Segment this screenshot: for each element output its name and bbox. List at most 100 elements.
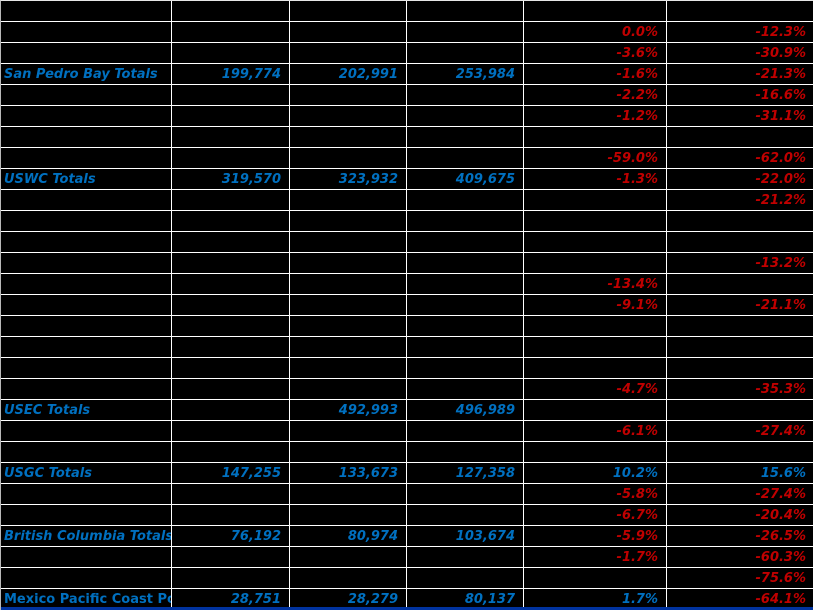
empty-cell[interactable] (290, 1, 407, 21)
empty-cell[interactable] (290, 442, 407, 462)
empty-cell[interactable] (1, 1, 172, 21)
empty-cell[interactable] (667, 274, 813, 294)
empty-cell[interactable] (407, 547, 524, 567)
row-label-cell[interactable]: British Columbia Totals (1, 526, 172, 546)
empty-cell[interactable] (1, 232, 172, 252)
empty-cell[interactable] (407, 379, 524, 399)
percent-cell[interactable]: -27.4% (755, 486, 807, 502)
row-label-cell[interactable]: USEC Totals (1, 400, 172, 420)
empty-cell[interactable] (1, 379, 172, 399)
empty-cell[interactable] (667, 1, 813, 21)
empty-cell[interactable] (407, 253, 524, 273)
percent-cell[interactable]: -6.7% (524, 505, 667, 525)
empty-cell[interactable] (407, 127, 524, 147)
empty-cell[interactable] (407, 442, 524, 462)
empty-cell[interactable] (1, 484, 172, 504)
empty-cell[interactable] (172, 484, 290, 504)
empty-cell[interactable] (407, 190, 524, 210)
percent-cell[interactable]: 15.6% (760, 465, 806, 481)
percent-cell[interactable]: 1.7% (524, 589, 667, 609)
empty-cell[interactable] (172, 127, 290, 147)
empty-cell[interactable] (172, 547, 290, 567)
empty-cell[interactable] (172, 106, 290, 126)
empty-cell[interactable] (172, 43, 290, 63)
empty-cell[interactable] (407, 43, 524, 63)
percent-cell[interactable]: -30.9% (755, 45, 807, 61)
value-cell[interactable]: 202,991 (290, 64, 407, 84)
value-cell[interactable]: 76,192 (172, 526, 290, 546)
empty-cell[interactable] (1, 316, 172, 336)
percent-cell[interactable]: -60.3% (755, 549, 807, 565)
empty-cell[interactable] (407, 22, 524, 42)
empty-cell[interactable] (172, 295, 290, 315)
empty-cell[interactable] (1, 190, 172, 210)
percent-cell[interactable]: -21.2% (755, 192, 807, 208)
percent-cell[interactable]: -9.1% (524, 295, 667, 315)
empty-cell[interactable] (524, 442, 667, 462)
empty-cell[interactable] (290, 85, 407, 105)
empty-cell[interactable] (290, 211, 407, 231)
empty-cell[interactable] (667, 358, 813, 378)
percent-cell[interactable]: -13.4% (524, 274, 667, 294)
empty-cell[interactable] (1, 127, 172, 147)
percent-cell[interactable]: -22.0% (755, 171, 807, 187)
empty-cell[interactable] (290, 148, 407, 168)
value-cell[interactable]: 409,675 (407, 169, 524, 189)
empty-cell[interactable] (407, 295, 524, 315)
empty-cell[interactable] (667, 232, 813, 252)
percent-cell[interactable]: -27.4% (755, 423, 807, 439)
empty-cell[interactable] (172, 274, 290, 294)
percent-cell[interactable]: -64.1% (755, 591, 807, 607)
empty-cell[interactable] (290, 43, 407, 63)
empty-cell[interactable] (667, 127, 813, 147)
empty-cell[interactable] (407, 316, 524, 336)
percent-cell[interactable]: -6.1% (524, 421, 667, 441)
empty-cell[interactable] (407, 358, 524, 378)
value-cell[interactable]: 28,279 (290, 589, 407, 609)
empty-cell[interactable] (524, 253, 667, 273)
value-cell[interactable]: 133,673 (290, 463, 407, 483)
empty-cell[interactable] (172, 505, 290, 525)
empty-cell[interactable] (1, 295, 172, 315)
percent-cell[interactable]: -21.3% (755, 66, 807, 82)
empty-cell[interactable] (1, 106, 172, 126)
percent-cell[interactable]: -4.7% (524, 379, 667, 399)
value-cell[interactable]: 319,570 (172, 169, 290, 189)
empty-cell[interactable] (667, 337, 813, 357)
empty-cell[interactable] (1, 253, 172, 273)
percent-cell[interactable]: 10.2% (524, 463, 667, 483)
empty-cell[interactable] (172, 190, 290, 210)
empty-cell[interactable] (290, 421, 407, 441)
empty-cell[interactable] (524, 232, 667, 252)
empty-cell[interactable] (407, 1, 524, 21)
empty-cell[interactable] (290, 337, 407, 357)
empty-cell[interactable] (524, 316, 667, 336)
empty-cell[interactable] (172, 421, 290, 441)
empty-cell[interactable] (172, 85, 290, 105)
empty-cell[interactable] (1, 274, 172, 294)
empty-cell[interactable] (172, 1, 290, 21)
empty-cell[interactable] (667, 211, 813, 231)
empty-cell[interactable] (172, 22, 290, 42)
row-label-cell[interactable]: USWC Totals (1, 169, 172, 189)
empty-cell[interactable] (172, 568, 290, 588)
empty-cell[interactable] (1, 337, 172, 357)
row-label-cell[interactable]: USGC Totals (1, 463, 172, 483)
empty-cell[interactable] (407, 232, 524, 252)
empty-cell[interactable] (524, 337, 667, 357)
empty-cell[interactable] (667, 400, 813, 420)
percent-cell[interactable]: -26.5% (755, 528, 807, 544)
empty-cell[interactable] (172, 379, 290, 399)
empty-cell[interactable] (407, 337, 524, 357)
empty-cell[interactable] (290, 505, 407, 525)
value-cell[interactable]: 127,358 (407, 463, 524, 483)
percent-cell[interactable]: -59.0% (524, 148, 667, 168)
empty-cell[interactable] (290, 22, 407, 42)
empty-cell[interactable] (172, 400, 290, 420)
value-cell[interactable]: 492,993 (290, 400, 407, 420)
value-cell[interactable]: 80,137 (407, 589, 524, 609)
empty-cell[interactable] (290, 568, 407, 588)
empty-cell[interactable] (290, 316, 407, 336)
percent-cell[interactable]: -3.6% (524, 43, 667, 63)
value-cell[interactable]: 147,255 (172, 463, 290, 483)
